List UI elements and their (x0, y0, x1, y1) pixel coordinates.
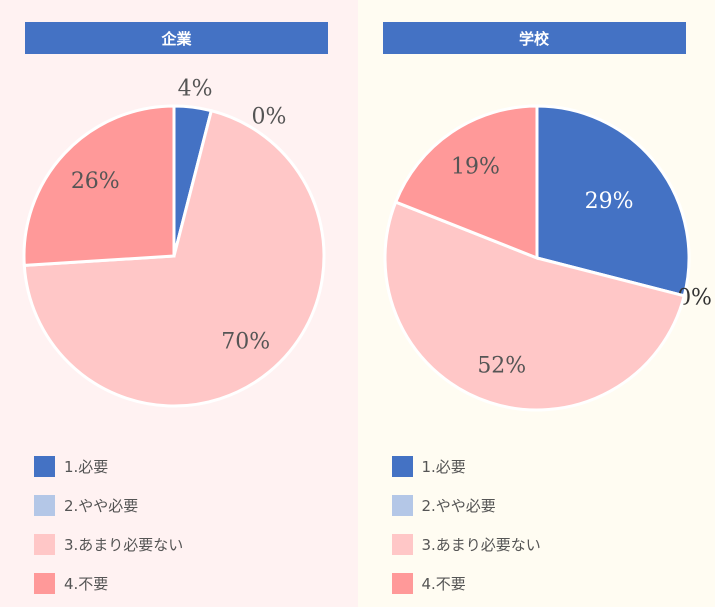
legend-label: 2.やや必要 (421, 497, 496, 515)
legend-label: 3.あまり必要ない (421, 536, 541, 554)
legend-label: 4.不要 (64, 575, 109, 593)
legend-item-necessary: 1.必要 (391, 447, 541, 486)
data-label-necessary: 4% (178, 76, 213, 101)
legend-swatch (34, 534, 55, 555)
pie-slice-not-very-necessary (22, 108, 326, 408)
legend-swatch (391, 495, 413, 516)
data-label-not-very-necessary: 70% (221, 330, 270, 355)
legend-item-not-very-necessary: 3.あまり必要ない (34, 525, 183, 564)
data-label-unnecessary: 19% (451, 154, 500, 179)
data-label-somewhat-necessary: 0% (251, 104, 286, 129)
data-label-unnecessary: 26% (71, 169, 120, 194)
legend-swatch (391, 534, 413, 555)
legend-item-somewhat-necessary: 2.やや必要 (34, 486, 183, 525)
company-panel: 企業 4% 0% 70% 26% 1.必要 2.やや必要 3.あまり必要ない 4.不要 (0, 0, 358, 607)
legend: 1.必要 2.やや必要 3.あまり必要ない 4.不要 (34, 447, 183, 603)
legend-swatch (34, 573, 55, 594)
legend-label: 1.必要 (421, 458, 466, 476)
pie-slice-necessary (535, 104, 690, 298)
legend-label: 1.必要 (64, 458, 109, 476)
legend-item-necessary: 1.必要 (34, 447, 183, 486)
data-label-necessary: 29% (584, 189, 633, 214)
legend-swatch (34, 456, 55, 477)
legend-label: 3.あまり必要ない (64, 536, 184, 554)
legend-item-unnecessary: 4.不要 (391, 564, 541, 603)
legend: 1.必要 2.やや必要 3.あまり必要ない 4.不要 (391, 447, 541, 603)
data-label-not-very-necessary: 52% (477, 353, 526, 378)
legend-swatch (34, 495, 55, 516)
pie-slice-unnecessary (22, 104, 176, 268)
pie-slice-unnecessary (393, 104, 538, 261)
legend-label: 2.やや必要 (64, 497, 139, 515)
legend-label: 4.不要 (421, 575, 466, 593)
pie-slice-not-very-necessary (383, 200, 686, 412)
pie-chart-company: 4% 0% 70% 26% (22, 76, 326, 408)
legend-item-not-very-necessary: 3.あまり必要ない (391, 525, 541, 564)
chart-title: 学校 (382, 22, 686, 54)
legend-item-unnecessary: 4.不要 (34, 564, 183, 603)
chart-title: 企業 (25, 22, 328, 54)
school-panel: 学校 29% 0% 52% 19% 1.必要 2.やや必要 3.あまり必要ない 4.不… (357, 0, 715, 607)
legend-swatch (391, 456, 413, 477)
pie-chart-school: 29%0%52%19% (383, 104, 711, 412)
legend-swatch (391, 573, 413, 594)
legend-item-somewhat-necessary: 2.やや必要 (391, 486, 541, 525)
